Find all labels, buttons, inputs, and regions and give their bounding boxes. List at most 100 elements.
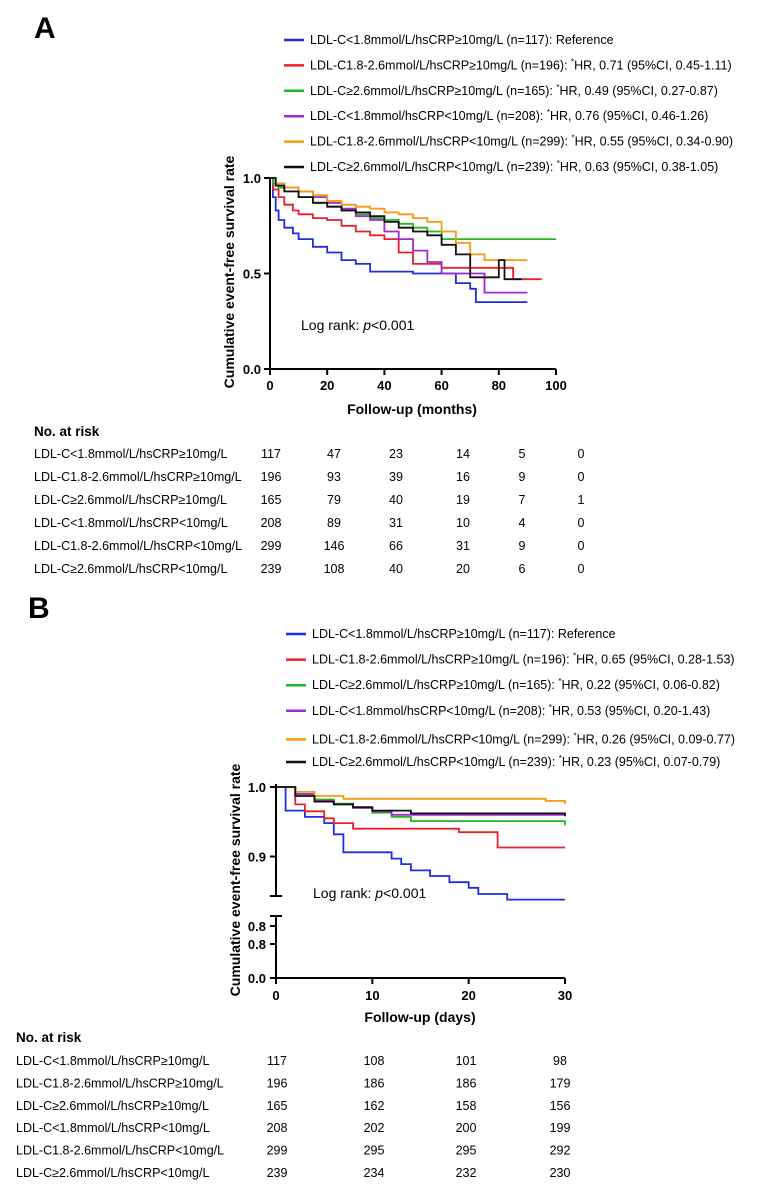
risk-row-label-4: LDL-C<1.8mmol/L/hsCRP<10mg/L [34,516,228,530]
risk-row-label-6: LDL-C≥2.6mmol/L/hsCRP<10mg/L [16,1166,209,1180]
panel-a: A LDL-C<1.8mmol/L/hsCRP≥10mg/L (n=117): … [34,12,733,576]
risk-value-3-2: 162 [364,1099,385,1113]
risk-value-3-4: 19 [456,493,470,507]
y-tick-lower-label-2: 0.8 [248,937,266,952]
risk-value-1-2: 47 [327,447,341,461]
x-tick-label-2: 10 [365,988,379,1003]
panel-b-risk-table: LDL-C<1.8mmol/L/hsCRP≥10mg/L 117 108 101 98 L… [16,1054,570,1180]
risk-value-5-3: 66 [389,539,403,553]
risk-value-4-2: 202 [364,1121,385,1135]
risk-value-5-5: 9 [519,539,526,553]
risk-value-3-1: 165 [267,1099,288,1113]
risk-value-5-6: 0 [578,539,585,553]
risk-row-label-5: LDL-C1.8-2.6mmol/L/hsCRP<10mg/L [16,1144,224,1158]
survival-curve-6 [276,786,566,817]
y-tick-label-3: 1.0 [243,171,261,186]
y-tick-label-2: 0.5 [243,267,261,282]
legend-label-3: LDL-C≥2.6mmol/L/hsCRP≥10mg/L (n=165): *H… [310,83,718,98]
risk-value-6-4: 230 [550,1166,571,1180]
risk-value-2-4: 179 [550,1076,571,1090]
panel-a-y-label: Cumulative event-free survival rate [221,155,237,388]
risk-value-1-2: 108 [364,1054,385,1068]
panel-a-risk-header: No. at risk [34,424,100,439]
risk-value-3-1: 165 [261,493,282,507]
x-tick-label-4: 30 [558,988,572,1003]
risk-value-6-5: 6 [519,562,526,576]
y-tick-upper-label-3: 1.0 [248,780,266,795]
risk-value-1-3: 101 [456,1054,477,1068]
x-tick-label-1: 0 [266,378,273,393]
risk-value-5-2: 295 [364,1144,385,1158]
x-tick-label-1: 0 [272,988,279,1003]
survival-curve-2 [270,177,542,281]
risk-value-1-3: 23 [389,447,403,461]
risk-value-5-2: 146 [324,539,345,553]
legend-label-2: LDL-C1.8-2.6mmol/L/hsCRP≥10mg/L (n=196):… [310,57,732,72]
panel-a-letter: A [34,12,56,45]
risk-value-4-3: 31 [389,516,403,530]
risk-value-4-1: 208 [261,516,282,530]
legend-label-3: LDL-C≥2.6mmol/L/hsCRP≥10mg/L (n=165): *H… [312,677,720,692]
panel-a-ticks: 0 20 40 60 80 100 0.0 0.5 1.0 [243,171,567,393]
risk-row-label-2: LDL-C1.8-2.6mmol/L/hsCRP≥10mg/L [16,1076,224,1090]
legend-label-1: LDL-C<1.8mmol/L/hsCRP≥10mg/L (n=117): Re… [312,627,616,641]
x-tick-label-3: 40 [377,378,391,393]
risk-value-2-1: 196 [267,1076,288,1090]
risk-value-1-6: 0 [578,447,585,461]
risk-value-5-4: 31 [456,539,470,553]
risk-row-label-5: LDL-C1.8-2.6mmol/L/hsCRP<10mg/L [34,539,242,553]
risk-value-5-4: 292 [550,1144,571,1158]
legend-label-4: LDL-C<1.8mmol/hsCRP<10mg/L (n=208): *HR,… [312,703,710,718]
risk-value-3-3: 158 [456,1099,477,1113]
panel-b-y-label: Cumulative event-free survival rate [227,763,243,996]
risk-value-5-1: 299 [267,1144,288,1158]
risk-row-label-1: LDL-C<1.8mmol/L/hsCRP≥10mg/L [34,447,227,461]
y-tick-upper-label-2: 0.9 [248,850,266,865]
risk-value-6-4: 20 [456,562,470,576]
y-tick-lower-label-1: 0.0 [248,971,266,986]
x-tick-label-2: 20 [320,378,334,393]
panel-a-curves [270,177,556,303]
risk-value-6-6: 0 [578,562,585,576]
legend-label-1: LDL-C<1.8mmol/L/hsCRP≥10mg/L (n=117): Re… [310,33,614,47]
risk-value-3-4: 156 [550,1099,571,1113]
risk-value-3-3: 40 [389,493,403,507]
x-tick-label-3: 20 [461,988,475,1003]
survival-curve-3 [276,786,566,826]
panel-b-legend: LDL-C<1.8mmol/L/hsCRP≥10mg/L (n=117): Re… [286,627,735,769]
legend-label-6: LDL-C≥2.6mmol/L/hsCRP<10mg/L (n=239): *H… [310,159,718,174]
risk-row-label-4: LDL-C<1.8mmol/L/hsCRP<10mg/L [16,1121,210,1135]
legend-label-6: LDL-C≥2.6mmol/L/hsCRP<10mg/L (n=239): *H… [312,754,720,769]
x-tick-label-6: 100 [545,378,567,393]
risk-value-1-4: 98 [553,1054,567,1068]
risk-value-3-6: 1 [578,493,585,507]
risk-value-2-6: 0 [578,470,585,484]
risk-value-5-3: 295 [456,1144,477,1158]
risk-value-2-2: 186 [364,1076,385,1090]
risk-value-2-1: 196 [261,470,282,484]
risk-value-1-4: 14 [456,447,470,461]
risk-value-2-2: 93 [327,470,341,484]
survival-curve-4 [270,177,528,294]
risk-value-1-1: 117 [267,1054,287,1068]
risk-value-6-3: 40 [389,562,403,576]
x-tick-label-4: 60 [434,378,448,393]
risk-row-label-3: LDL-C≥2.6mmol/L/hsCRP≥10mg/L [16,1099,209,1113]
panel-b-curves [276,786,566,901]
risk-value-2-3: 39 [389,470,403,484]
panel-b-ticks: 0 10 20 30 0.8 0.9 1.0 0.0 0.8 [248,780,572,1003]
panel-a-risk-table: LDL-C<1.8mmol/L/hsCRP≥10mg/L 117 47 23 14 5 0L… [34,447,585,576]
legend-label-5: LDL-C1.8-2.6mmol/L/hsCRP<10mg/L (n=299):… [312,731,735,746]
x-tick-label-5: 80 [492,378,506,393]
risk-row-label-1: LDL-C<1.8mmol/L/hsCRP≥10mg/L [16,1054,209,1068]
risk-value-2-5: 9 [519,470,526,484]
legend-label-4: LDL-C<1.8mmol/hsCRP<10mg/L (n=208): *HR,… [310,108,708,123]
panel-b: B LDL-C<1.8mmol/L/hsCRP≥10mg/L (n=117): … [16,592,735,1180]
y-tick-upper-label-1: 0.8 [248,919,266,934]
y-tick-label-1: 0.0 [243,362,261,377]
risk-value-4-4: 199 [550,1121,571,1135]
risk-value-4-5: 4 [519,516,526,530]
survival-curve-1 [270,177,528,303]
risk-value-6-2: 234 [364,1166,385,1180]
